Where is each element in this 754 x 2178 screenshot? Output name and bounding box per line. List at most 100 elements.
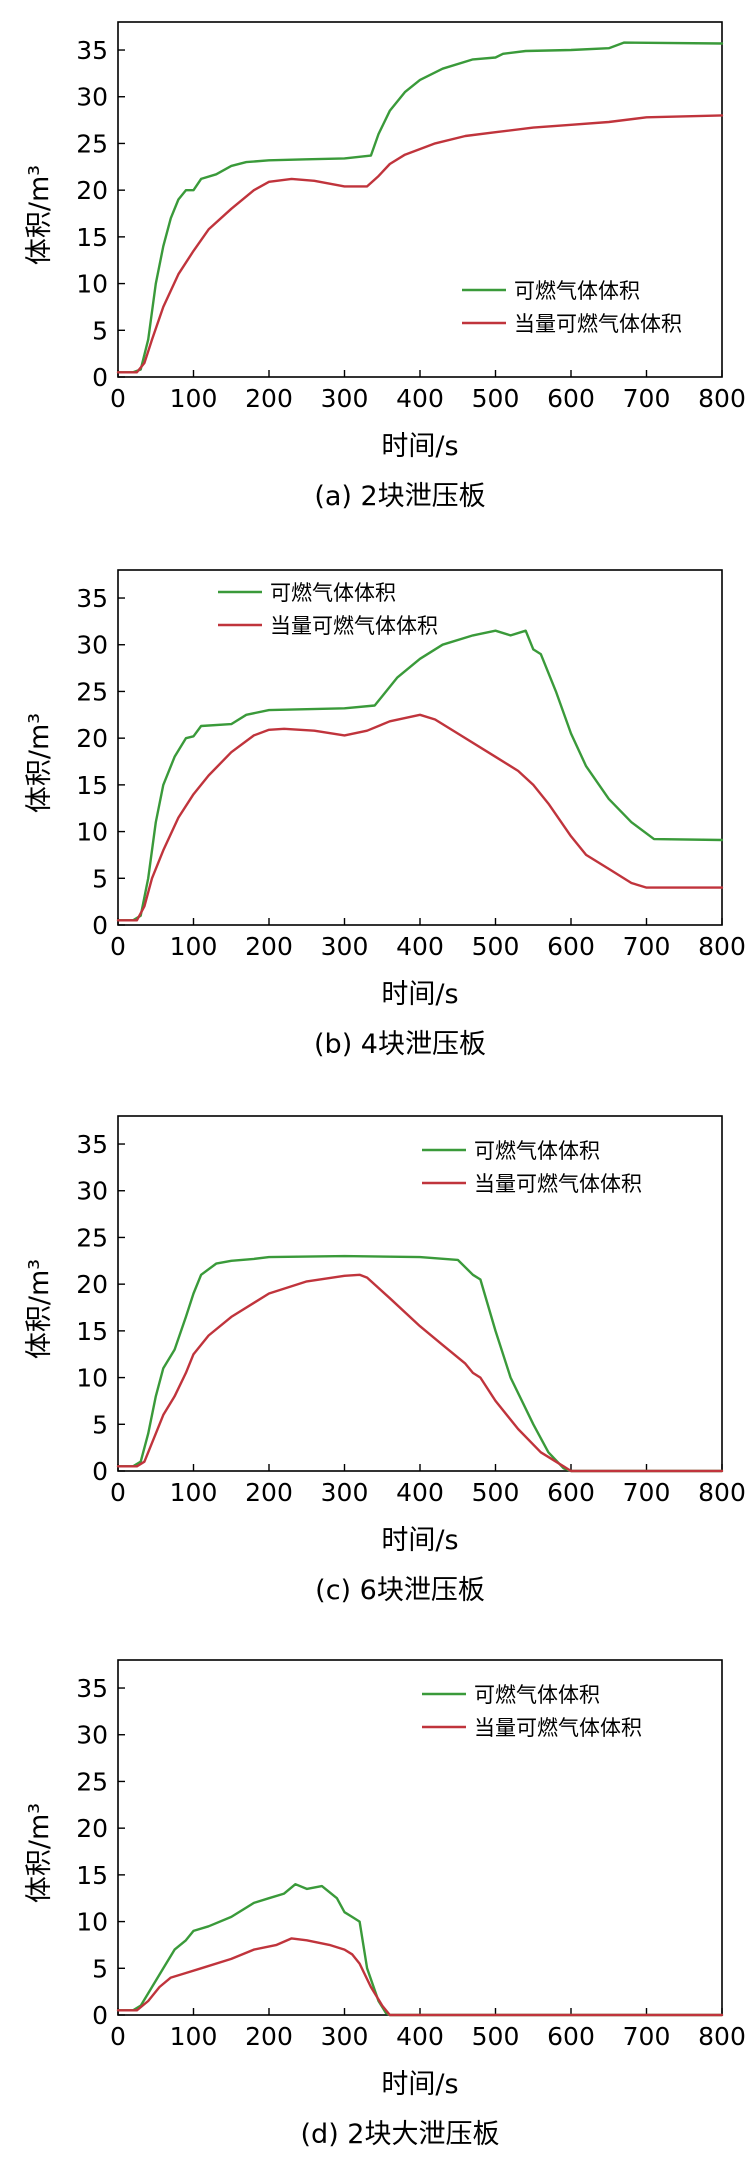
x-tick-label: 600 [547, 384, 595, 413]
series-line-flammable-gas-volume [116, 629, 724, 922]
legend-label: 当量可燃气体体积 [474, 1716, 642, 1740]
x-tick-label: 700 [623, 932, 671, 961]
y-tick-label: 0 [92, 911, 108, 940]
x-tick-label: 600 [547, 2022, 595, 2051]
y-tick-label: 35 [76, 1674, 108, 1703]
x-tick-label: 400 [396, 384, 444, 413]
x-tick-label: 200 [245, 1478, 293, 1507]
x-tick-label: 0 [110, 932, 126, 961]
x-tick-label: 0 [110, 1478, 126, 1507]
chart-svg-a: 0 100 200 300 400 500 600 700 800 0 5 10 15 20 25 30 35… [24, 21, 746, 512]
legend-label: 可燃气体体积 [270, 581, 396, 605]
series-line-flammable-gas-volume [116, 1254, 724, 1473]
y-tick-label: 15 [76, 1861, 108, 1890]
chart-panel-a: 0 100 200 300 400 500 600 700 800 0 5 10 15 20 25 30 35… [0, 0, 754, 540]
y-tick-label: 30 [76, 631, 108, 660]
y-tick-label: 10 [76, 270, 108, 299]
chart-caption: (a) 2块泄压板 [314, 481, 485, 512]
x-tick-label: 700 [623, 2022, 671, 2051]
y-tick-label: 5 [92, 316, 108, 345]
legend-label: 可燃气体体积 [474, 1139, 600, 1163]
y-tick-label: 25 [76, 1223, 108, 1252]
x-tick-label: 700 [623, 1478, 671, 1507]
x-axis-title: 时间/s [381, 2069, 458, 2100]
series-line-flammable-gas-volume [116, 1883, 724, 2017]
x-tick-label: 500 [472, 384, 520, 413]
x-axis-title: 时间/s [381, 431, 458, 462]
y-axis-title: 体积/m³ [24, 165, 55, 265]
y-tick-label: 30 [76, 1721, 108, 1750]
chart-caption: (b) 4块泄压板 [314, 1029, 486, 1060]
x-tick-label: 200 [245, 2022, 293, 2051]
x-tick-label: 100 [170, 1478, 218, 1507]
chart-panel-c: 0 100 200 300 400 500 600 700 800 0 5 10 15 20 25 30 35… [0, 1094, 754, 1634]
y-tick-label: 25 [76, 129, 108, 158]
y-tick-label: 35 [76, 1130, 108, 1159]
series-line-equivalent-flammable-gas-volume [116, 713, 724, 922]
chart-panel-d: 0 100 200 300 400 500 600 700 800 0 5 10 15 20 25 30 35… [0, 1638, 754, 2178]
y-tick-label: 25 [76, 677, 108, 706]
y-tick-label: 20 [76, 176, 108, 205]
chart-svg-c: 0 100 200 300 400 500 600 700 800 0 5 10 15 20 25 30 35… [24, 1115, 746, 1606]
y-tick-label: 35 [76, 36, 108, 65]
y-tick-label: 10 [76, 818, 108, 847]
x-tick-label: 600 [547, 932, 595, 961]
x-tick-label: 300 [321, 384, 369, 413]
y-axis-title: 体积/m³ [24, 713, 55, 813]
x-tick-label: 0 [110, 384, 126, 413]
y-tick-label: 20 [76, 1814, 108, 1843]
legend-label: 当量可燃气体体积 [514, 312, 682, 336]
y-axis-title: 体积/m³ [24, 1803, 55, 1903]
x-axis-title: 时间/s [381, 1525, 458, 1556]
legend-label: 可燃气体体积 [514, 279, 640, 303]
x-tick-label: 500 [472, 932, 520, 961]
x-tick-label: 500 [472, 1478, 520, 1507]
plot-frame [117, 1659, 723, 2016]
y-tick-label: 0 [92, 1457, 108, 1486]
y-tick-label: 5 [92, 1410, 108, 1439]
chart-svg-d: 0 100 200 300 400 500 600 700 800 0 5 10 15 20 25 30 35… [24, 1659, 746, 2150]
x-tick-label: 200 [245, 932, 293, 961]
x-tick-label: 400 [396, 1478, 444, 1507]
y-tick-label: 10 [76, 1908, 108, 1937]
y-tick-label: 0 [92, 363, 108, 392]
y-tick-label: 5 [92, 1954, 108, 1983]
x-tick-label: 300 [321, 2022, 369, 2051]
legend-label: 可燃气体体积 [474, 1683, 600, 1707]
chart-svg-b: 0 100 200 300 400 500 600 700 800 0 5 10 15 20 25 30 35… [24, 569, 746, 1060]
x-tick-label: 300 [321, 1478, 369, 1507]
chart-panel-b: 0 100 200 300 400 500 600 700 800 0 5 10 15 20 25 30 35… [0, 548, 754, 1088]
y-tick-label: 5 [92, 864, 108, 893]
chart-caption: (c) 6块泄压板 [315, 1575, 485, 1606]
x-tick-label: 800 [698, 2022, 746, 2051]
y-tick-label: 20 [76, 724, 108, 753]
y-tick-label: 25 [76, 1767, 108, 1796]
y-axis-title: 体积/m³ [24, 1259, 55, 1359]
x-tick-label: 0 [110, 2022, 126, 2051]
y-tick-label: 15 [76, 223, 108, 252]
x-tick-label: 700 [623, 384, 671, 413]
x-tick-label: 800 [698, 932, 746, 961]
chart-caption: (d) 2块大泄压板 [301, 2119, 500, 2150]
y-tick-label: 30 [76, 1177, 108, 1206]
legend-label: 当量可燃气体体积 [474, 1172, 642, 1196]
legend-label: 当量可燃气体体积 [270, 614, 438, 638]
y-tick-label: 10 [76, 1364, 108, 1393]
x-tick-label: 400 [396, 2022, 444, 2051]
y-tick-label: 35 [76, 584, 108, 613]
y-tick-label: 20 [76, 1270, 108, 1299]
x-tick-label: 100 [170, 2022, 218, 2051]
y-tick-label: 0 [92, 2001, 108, 2030]
y-tick-label: 15 [76, 771, 108, 800]
x-tick-label: 200 [245, 384, 293, 413]
series-line-equivalent-flammable-gas-volume [116, 1273, 724, 1473]
x-tick-label: 100 [170, 384, 218, 413]
series-line-equivalent-flammable-gas-volume [116, 114, 724, 374]
x-axis-title: 时间/s [381, 979, 458, 1010]
x-tick-label: 800 [698, 1478, 746, 1507]
plot-frame [117, 1115, 723, 1472]
y-tick-label: 30 [76, 83, 108, 112]
x-tick-label: 600 [547, 1478, 595, 1507]
x-tick-label: 300 [321, 932, 369, 961]
x-tick-label: 800 [698, 384, 746, 413]
